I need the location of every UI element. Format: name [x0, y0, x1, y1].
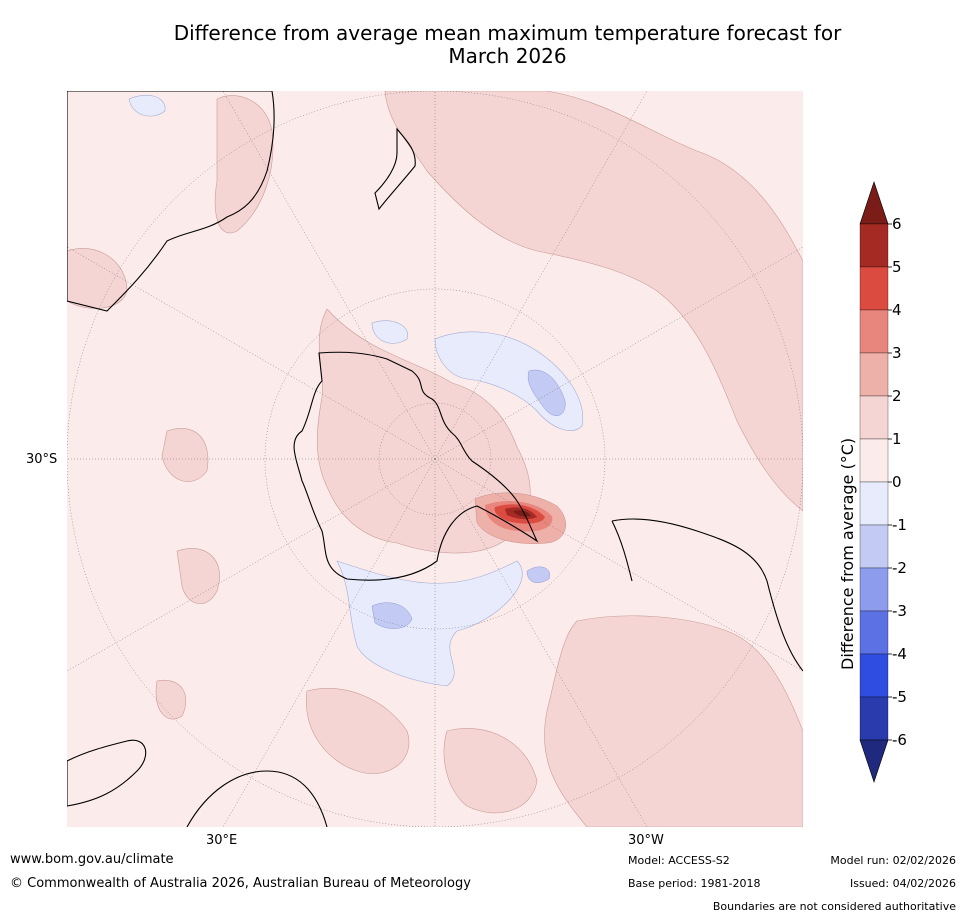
title-line-2: March 2026 [448, 44, 567, 68]
colorbar-band [859, 438, 889, 483]
colorbar-tick-label: 4 [892, 301, 902, 319]
colorbar-tick-label: -1 [892, 516, 907, 534]
latitude-label-30s: 30°S [26, 452, 58, 467]
anomaly-1-to-2 [67, 91, 803, 827]
colorbar-tick-label: 0 [892, 473, 902, 491]
pacific-anomaly [384, 91, 803, 512]
colorbar-band [859, 266, 889, 311]
colorbar-band [859, 223, 889, 268]
anomaly-neg2-to-neg1 [371, 369, 566, 629]
colorbar-band [859, 481, 889, 526]
map-svg [67, 91, 803, 827]
colorbar-band [859, 696, 889, 741]
colorbar: 6 5 4 3 2 1 0 -1 -2 -3 -4 -5 -6 [850, 180, 965, 790]
colorbar-band [859, 395, 889, 440]
weddell-sea-cool [336, 560, 523, 687]
small-cool-1 [371, 320, 409, 344]
small-anomaly-1 [176, 548, 220, 604]
new-zealand-coast [374, 127, 416, 211]
cool-core-2 [371, 602, 413, 629]
cool-core-3 [526, 566, 550, 583]
footer-copyright: © Commonwealth of Australia 2026, Austra… [10, 876, 471, 891]
small-anomaly-3 [443, 728, 538, 814]
longitude-label-30e: 30°E [206, 833, 238, 848]
antarctica-anomaly [316, 308, 531, 554]
footer-issued: Issued: 04/02/2026 [849, 877, 956, 890]
south-atlantic-anomaly [544, 615, 803, 827]
colorbar-tick-label: 2 [892, 387, 902, 405]
small-anomaly-2 [306, 688, 410, 774]
australia-anomaly [214, 95, 274, 234]
africa-coast-2 [186, 770, 328, 827]
colorbar-tick-label: 3 [892, 344, 902, 362]
coastlines [67, 91, 803, 827]
colorbar-svg: 6 5 4 3 2 1 0 -1 -2 -3 -4 -5 -6 [859, 181, 907, 783]
colorbar-tick-label: -6 [892, 731, 907, 749]
colorbar-band [859, 309, 889, 354]
polar-map[interactable] [67, 91, 803, 827]
colorbar-band [859, 352, 889, 397]
colorbar-tick-label: 1 [892, 430, 902, 448]
colorbar-tick-label: -4 [892, 645, 907, 663]
footer-disclaimer: Boundaries are not considered authoritat… [712, 900, 956, 913]
peninsula-hotspot [474, 492, 566, 544]
small-anomaly-4 [155, 679, 187, 720]
colorbar-band [859, 653, 889, 698]
colorbar-tick-label: -3 [892, 602, 907, 620]
footer-base-period: Base period: 1981-2018 [628, 877, 761, 890]
south-america-coast [611, 518, 803, 672]
footer-model: Model: ACCESS-S2 [628, 854, 730, 867]
longitude-label-30w: 30°W [628, 833, 664, 848]
graticules [67, 91, 803, 827]
colorbar-extend-bottom [859, 739, 889, 783]
colorbar-title: Difference from average (°C) [838, 437, 857, 670]
chart-title: Difference from average mean maximum tem… [100, 22, 915, 68]
small-anomaly-5 [161, 428, 209, 482]
title-line-1: Difference from average mean maximum tem… [173, 21, 842, 45]
colorbar-band [859, 524, 889, 569]
colorbar-extend-top [859, 181, 889, 225]
antarctica-coast [293, 351, 539, 581]
colorbar-tick-label: -2 [892, 559, 907, 577]
graticule-circle-2 [264, 288, 606, 630]
colorbar-tick-label: 5 [892, 258, 902, 276]
graticule-circle-1 [378, 402, 492, 516]
cool-core-1 [527, 369, 566, 416]
colorbar-band [859, 567, 889, 612]
colorbar-tick-label: 6 [892, 215, 902, 233]
colorbar-band [859, 610, 889, 655]
colorbar-tick-label: -5 [892, 688, 907, 706]
small-cool-2 [128, 95, 166, 117]
africa-coast-1 [67, 739, 147, 807]
footer-model-run: Model run: 02/02/2026 [830, 854, 956, 867]
footer-url: www.bom.gov.au/climate [10, 852, 174, 867]
australia-coast [67, 91, 275, 312]
